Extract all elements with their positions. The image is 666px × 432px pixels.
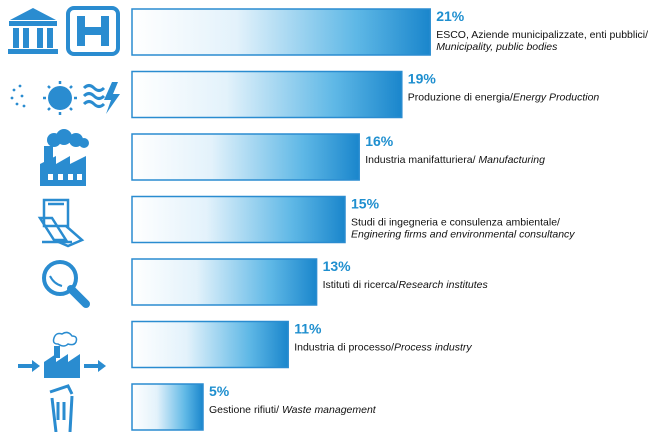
waste-bin-icon [49,384,74,432]
bar-1 [131,8,431,56]
category-label-it: Industria di processo/ [294,342,394,354]
process-industry-icon [18,331,106,378]
bar-3 [131,133,360,181]
category-label-4-line-1: Studi di ingegneria e consulenza ambient… [351,217,560,229]
engineering-desk-icon [37,198,85,248]
category-label-it: Studi di ingegneria e consulenza ambient… [351,217,560,229]
category-label-1-line-2: Municipality, public bodies [436,41,558,53]
category-label-en: Municipality, public bodies [436,41,558,53]
bar-6 [131,320,289,369]
category-label-it: Istituti di ricerca/ [323,279,399,291]
bar-5 [131,258,318,306]
category-label-5-line-1: Istituti di ricerca/Research institutes [323,279,489,291]
data-label-6: 11% [294,321,322,337]
data-label-7: 5% [209,383,230,399]
category-label-en: Process industry [394,342,472,354]
category-label-en: Manufacturing [478,154,545,166]
category-label-en: Enginering firms and environmental consu… [351,229,575,241]
category-label-2-line-1: Produzione di energia/Energy Production [408,92,600,104]
category-label-4-line-2: Enginering firms and environmental consu… [351,229,575,241]
category-label-3-line-1: Industria manifatturiera/ Manufacturing [365,154,545,166]
energy-sun-wind-icon [10,81,120,115]
hospital-icon [66,6,120,56]
factory-icon [40,129,89,186]
category-label-en: Waste management [282,404,377,416]
category-label-6-line-1: Industria di processo/Process industry [294,342,472,354]
data-label-2: 19% [408,71,437,87]
bar-2 [131,70,403,119]
category-label-7-line-1: Gestione rifiuti/ Waste management [209,404,377,416]
data-label-3: 16% [365,133,394,149]
bars-layer [131,8,431,431]
municipality-icon [8,8,58,54]
bar-7 [131,383,204,431]
magnifier-icon [42,260,90,308]
category-label-it: Gestione rifiuti/ [209,404,282,416]
data-label-4: 15% [351,196,380,212]
category-label-it: Produzione di energia/ [408,92,513,104]
category-label-it: Industria manifatturiera/ [365,154,478,166]
category-label-en: Energy Production [513,92,600,104]
category-label-en: Research institutes [398,279,488,291]
labels-layer: 21% ESCO, Aziende municipalizzate, enti p… [209,8,648,416]
category-label-1-line-1: ESCO, Aziende municipalizzate, enti pubb… [436,29,648,41]
bar-4 [131,195,346,244]
data-label-5: 13% [323,258,352,274]
category-label-it: ESCO, Aziende municipalizzate, enti pubb… [436,29,648,41]
data-label-1: 21% [436,8,465,24]
